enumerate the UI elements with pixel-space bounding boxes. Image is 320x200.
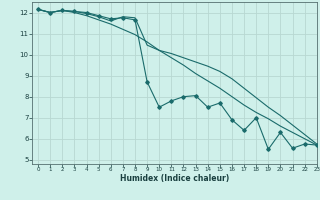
X-axis label: Humidex (Indice chaleur): Humidex (Indice chaleur) <box>120 174 229 183</box>
